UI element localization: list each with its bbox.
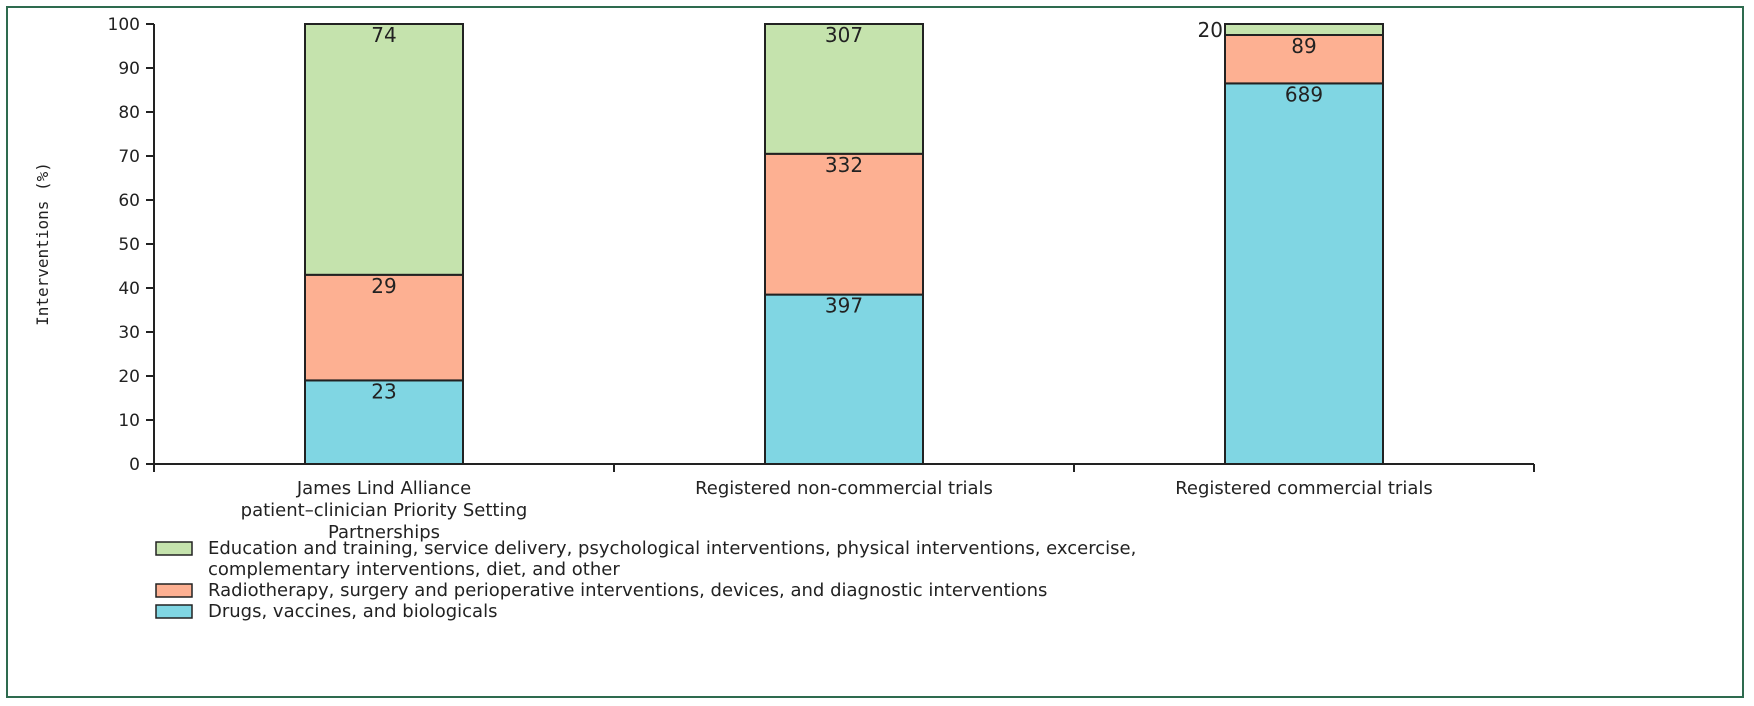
y-axis-label-group: Interventions (%)	[33, 162, 52, 326]
data-label: 332	[825, 153, 863, 177]
legend-label: complementary interventions, diet, and o…	[208, 559, 620, 580]
x-category-label: patient–clinician Priority Setting	[241, 500, 528, 521]
y-tick-label: 50	[118, 235, 140, 255]
stacked-bar-chart: Interventions (%) 0 10 20 30 40 50 60 70 80 90 100…	[33, 15, 1535, 622]
legend-swatch	[155, 604, 193, 619]
data-label: 23	[371, 379, 396, 403]
y-tick-label: 100	[108, 15, 140, 35]
legend-swatch	[155, 541, 193, 556]
y-tick-label: 20	[118, 367, 140, 387]
data-label: 74	[371, 23, 396, 47]
legend-label: Education and training, service delivery…	[208, 538, 1136, 559]
x-category-label: Partnerships	[328, 522, 440, 543]
bar-segment	[1224, 23, 1384, 36]
data-label: 689	[1285, 82, 1323, 106]
bar-segment	[1224, 34, 1384, 85]
legend-swatch	[155, 583, 193, 598]
y-tick-label: 70	[118, 147, 140, 167]
bar-segment	[764, 152, 924, 296]
data-label: 89	[1291, 34, 1316, 58]
bar-segment	[304, 23, 464, 276]
y-tick-label: 40	[118, 279, 140, 299]
y-tick-label: 90	[118, 59, 140, 79]
data-label: 29	[371, 274, 396, 298]
data-labels: 23 29 74 397 332 307 689 89 20	[371, 18, 1323, 403]
data-label: 397	[825, 294, 863, 318]
bar-segment	[304, 273, 464, 382]
x-category-label: Registered commercial trials	[1175, 478, 1433, 499]
legend-label: Radiotherapy, surgery and perioperative …	[208, 580, 1047, 601]
bar-segment	[764, 293, 924, 465]
data-label: 20	[1198, 18, 1223, 42]
x-category-label: James Lind Alliance	[296, 478, 471, 499]
bar-segment	[764, 23, 924, 155]
y-tick-label: 80	[118, 103, 140, 123]
y-tick-label: 60	[118, 191, 140, 211]
chart-frame: Interventions (%) 0 10 20 30 40 50 60 70 80 90 100…	[6, 6, 1744, 698]
y-axis-label: Interventions (%)	[33, 162, 52, 326]
x-category-label: Registered non-commercial trials	[695, 478, 993, 499]
data-label: 307	[825, 23, 863, 47]
legend: Education and training, service delivery…	[155, 538, 1136, 622]
y-tick-label: 0	[129, 455, 140, 475]
y-tick-label: 30	[118, 323, 140, 343]
bars	[304, 23, 1384, 466]
bar-segment	[1224, 82, 1384, 466]
legend-label: Drugs, vaccines, and biologicals	[208, 601, 497, 622]
y-tick-label: 10	[118, 411, 140, 431]
